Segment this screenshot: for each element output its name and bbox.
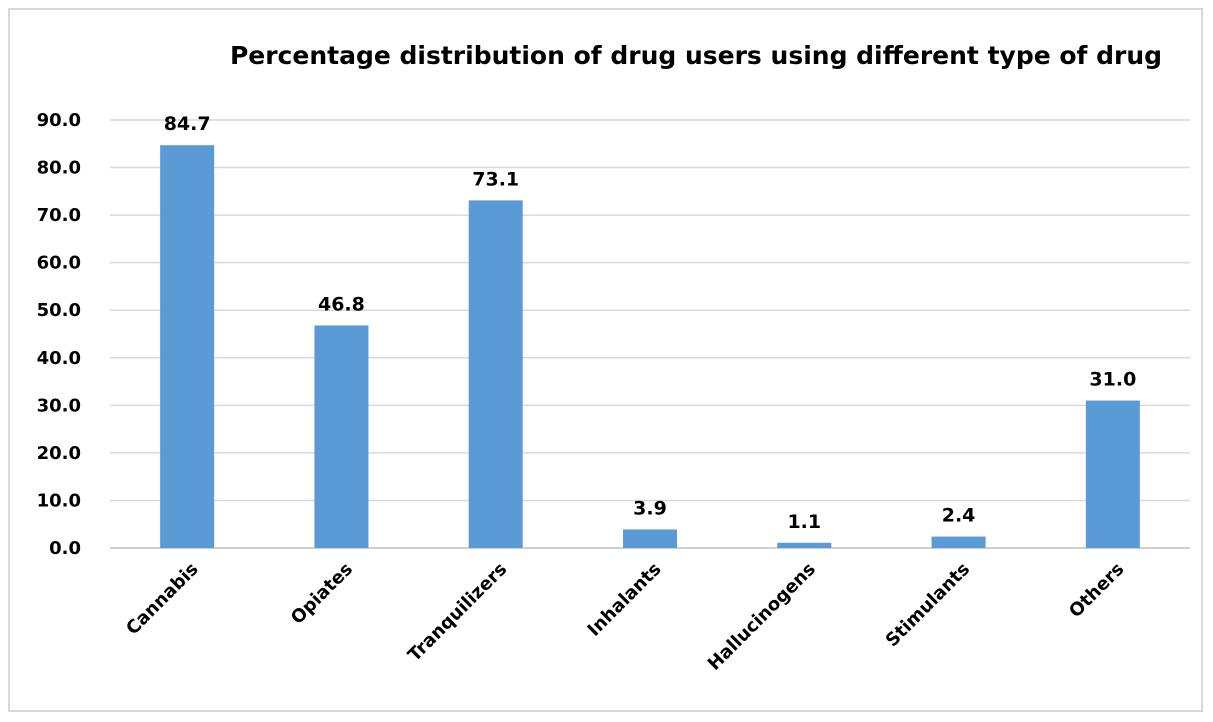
data-label: 73.1	[472, 168, 519, 190]
bar	[1085, 400, 1140, 548]
bar	[468, 200, 523, 548]
data-label: 2.4	[942, 505, 976, 527]
data-labels: 84.7 46.8 73.1 3.9 1.1 2.4 31.0	[164, 113, 1137, 533]
y-tick-label: 50.0	[37, 300, 81, 321]
data-label: 3.9	[633, 497, 667, 519]
x-axis-category-labels: Cannabis Opiates Tranquilizers Inhalants Hal…	[122, 559, 1128, 675]
data-label: 1.1	[787, 511, 821, 533]
y-tick-label: 30.0	[37, 395, 81, 416]
x-tick-label: Tranquilizers	[404, 559, 511, 666]
bar	[931, 536, 986, 548]
y-axis-tick-labels: 0.0 10.0 20.0 30.0 40.0 50.0 60.0 70.0 80.0 90.0	[37, 110, 81, 559]
gridlines	[110, 119, 1190, 549]
y-tick-label: 40.0	[37, 348, 81, 369]
data-label: 84.7	[164, 113, 211, 135]
data-label: 31.0	[1089, 369, 1136, 391]
y-tick-label: 90.0	[37, 110, 81, 131]
x-tick-label: Inhalants	[584, 559, 666, 641]
x-tick-label: Stimulants	[882, 559, 974, 651]
x-tick-label: Opiates	[287, 559, 357, 629]
bar	[623, 529, 677, 548]
y-tick-label: 20.0	[37, 443, 81, 464]
chart-title: Percentage distribution of drug users us…	[230, 41, 1162, 70]
x-tick-label: Others	[1065, 559, 1128, 622]
x-tick-label: Cannabis	[122, 559, 203, 640]
y-tick-label: 0.0	[49, 538, 81, 559]
y-tick-label: 70.0	[37, 205, 81, 226]
bar	[160, 145, 215, 548]
bar	[777, 542, 832, 548]
y-tick-label: 60.0	[37, 253, 81, 274]
x-tick-label: Hallucinogens	[704, 559, 820, 675]
y-tick-label: 10.0	[37, 490, 81, 511]
y-tick-label: 80.0	[37, 158, 81, 179]
bar	[314, 325, 369, 548]
data-label: 46.8	[318, 293, 365, 315]
bars	[160, 145, 1140, 548]
